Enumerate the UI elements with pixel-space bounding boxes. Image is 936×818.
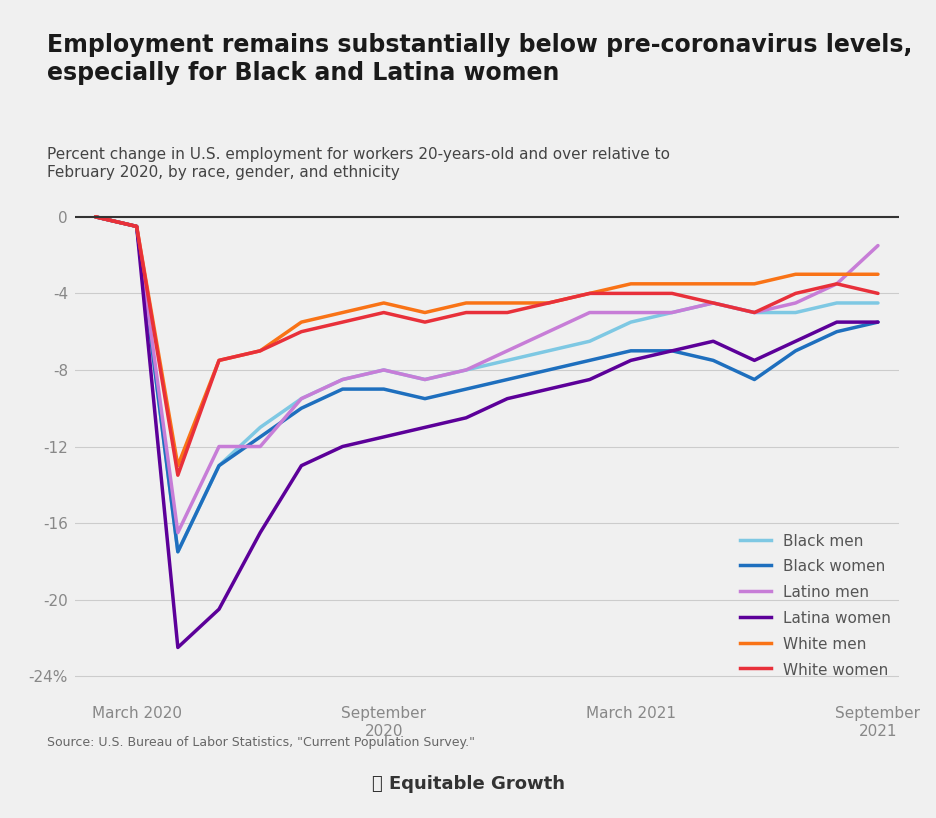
Text: Percent change in U.S. employment for workers 20-years-old and over relative to
: Percent change in U.S. employment for wo… bbox=[47, 147, 670, 180]
Legend: Black men, Black women, Latino men, Latina women, White men, White women: Black men, Black women, Latino men, Lati… bbox=[740, 533, 891, 677]
Text: ⬛ Equitable Growth: ⬛ Equitable Growth bbox=[372, 775, 564, 793]
Text: Employment remains substantially below pre-coronavirus levels,
especially for Bl: Employment remains substantially below p… bbox=[47, 33, 913, 84]
Text: Source: U.S. Bureau of Labor Statistics, "Current Population Survey.": Source: U.S. Bureau of Labor Statistics,… bbox=[47, 736, 475, 749]
